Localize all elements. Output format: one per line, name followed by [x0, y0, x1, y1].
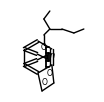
Text: O: O	[41, 43, 47, 53]
Text: O: O	[47, 69, 53, 78]
Text: n: n	[50, 51, 55, 60]
Text: O: O	[41, 78, 47, 87]
